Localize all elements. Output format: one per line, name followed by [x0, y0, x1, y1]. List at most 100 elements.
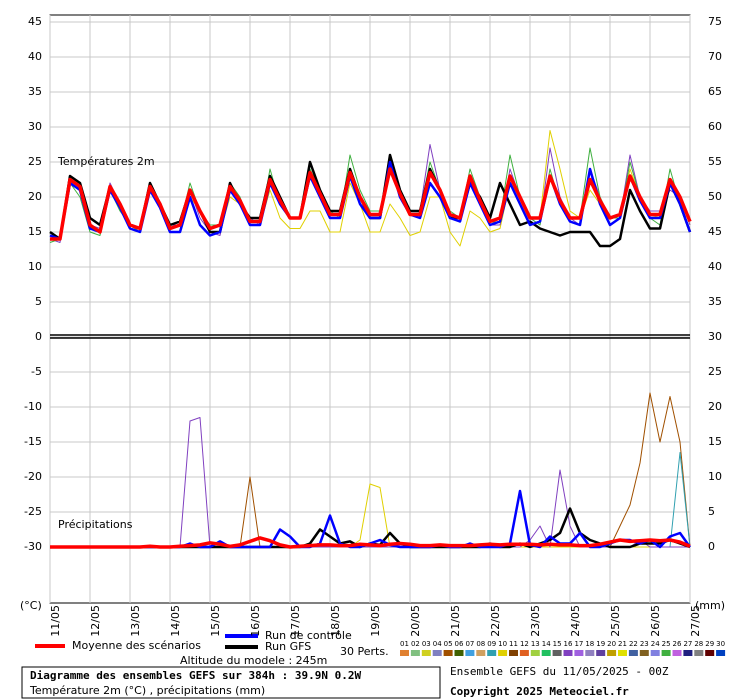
y2-tick-label: 30 — [708, 330, 722, 343]
x-tick-label: 21/05 — [449, 605, 462, 637]
chart-title: Diagramme des ensembles GEFS sur 384h : … — [30, 669, 362, 682]
perturbation-label: 30 Perts. — [340, 645, 389, 658]
y2-tick-label: 20 — [708, 400, 722, 413]
y2-tick-label: 35 — [708, 295, 722, 308]
perturbation-swatch — [639, 650, 649, 656]
perturbation-swatch — [607, 650, 617, 656]
perturbation-swatch — [432, 650, 442, 656]
perturbation-swatch — [563, 650, 573, 656]
perturbation-number: 18 — [585, 640, 594, 648]
y-tick-label: -30 — [24, 540, 42, 553]
y-tick-label: 30 — [28, 120, 42, 133]
y-tick-label: 10 — [28, 260, 42, 273]
chart-subtitle: Température 2m (°C) , précipitations (mm… — [29, 684, 265, 697]
copyright: Copyright 2025 Meteociel.fr — [450, 685, 629, 698]
perturbation-number: 03 — [422, 640, 431, 648]
y-tick-label: -25 — [24, 505, 42, 518]
perturbation-swatch — [585, 650, 595, 656]
perturbation-swatch — [628, 650, 638, 656]
x-tick-label: 14/05 — [169, 605, 182, 637]
y2-tick-label: 60 — [708, 120, 722, 133]
y-tick-label: -15 — [24, 435, 42, 448]
perturbation-number: 10 — [498, 640, 507, 648]
perturbation-swatch — [705, 650, 715, 656]
perturbation-number: 23 — [640, 640, 649, 648]
annotation: Températures 2m — [57, 155, 155, 168]
x-tick-label: 13/05 — [129, 605, 142, 637]
perturbation-number: 06 — [455, 640, 464, 648]
altitude: Altitude du modele : 245m — [180, 654, 327, 667]
perturbation-swatch — [596, 650, 606, 656]
perturbation-swatch — [650, 650, 660, 656]
perturbation-number: 25 — [662, 640, 671, 648]
y-tick-label: 5 — [35, 295, 42, 308]
run-info: Ensemble GEFS du 11/05/2025 - 00Z — [450, 665, 669, 678]
temperature-line — [50, 167, 692, 241]
perturbation-swatch — [400, 650, 409, 656]
perturbation-number: 11 — [509, 640, 518, 648]
x-tick-label: 20/05 — [409, 605, 422, 637]
perturbation-number: 20 — [607, 640, 616, 648]
y-tick-label: -10 — [24, 400, 42, 413]
x-tick-label: 26/05 — [649, 605, 662, 637]
perturbation-swatch — [672, 650, 682, 656]
perturbation-swatch — [661, 650, 671, 656]
perturbation-swatch — [530, 650, 540, 656]
annotation: Précipitations — [58, 518, 133, 531]
perturbation-number: 09 — [487, 640, 496, 648]
perturbation-number: 14 — [542, 640, 551, 648]
x-tick-label: 12/05 — [89, 605, 102, 637]
y2-tick-label: 40 — [708, 260, 722, 273]
perturbation-number: 01 — [400, 640, 409, 648]
marks — [49, 130, 692, 549]
perturbation-swatch — [465, 650, 475, 656]
perturbation-swatch — [509, 650, 518, 656]
y-tick-label: 20 — [28, 190, 42, 203]
legend-label: Run de contrôle — [265, 629, 352, 642]
perturbation-number: 02 — [411, 640, 420, 648]
x-tick-label: 22/05 — [489, 605, 502, 637]
x-tick-label: 23/05 — [529, 605, 542, 637]
y2-tick-label: 55 — [708, 155, 722, 168]
y2-tick-label: 75 — [708, 15, 722, 28]
perturbation-number: 12 — [520, 640, 529, 648]
x-tick-label: 15/05 — [209, 605, 222, 637]
y2-tick-label: 5 — [708, 505, 715, 518]
y-tick-label: 45 — [28, 15, 42, 28]
x-tick-label: 18/05 — [329, 605, 342, 637]
perturbation-number: 08 — [476, 640, 485, 648]
precip-line — [50, 536, 691, 549]
y-tick-label: 40 — [28, 50, 42, 63]
y2-tick-label: 65 — [708, 85, 722, 98]
y2-tick-label: 25 — [708, 365, 722, 378]
y-tick-label: -5 — [31, 365, 42, 378]
y-tick-label: -20 — [24, 470, 42, 483]
perturbation-number: 04 — [433, 640, 442, 648]
title-box — [21, 666, 441, 699]
x-tick-label: 17/05 — [289, 605, 302, 637]
perturbation-number: 19 — [596, 640, 605, 648]
y2-tick-label: 45 — [708, 225, 722, 238]
perturbation-number: 13 — [531, 640, 540, 648]
perturbation-swatch — [498, 650, 508, 656]
legend-label: Moyenne des scénarios — [72, 639, 201, 652]
perturbation-swatch — [454, 650, 464, 656]
perturbation-number: 28 — [694, 640, 703, 648]
perturbation-number: 21 — [618, 640, 627, 648]
perturbation-number: 17 — [574, 640, 583, 648]
perturbation-swatch — [541, 650, 551, 656]
perturbation-swatch — [694, 650, 704, 656]
y2-tick-label: 10 — [708, 470, 722, 483]
perturbation-number: 16 — [564, 640, 573, 648]
perturbation-number: 22 — [629, 640, 638, 648]
perturbation-swatch — [683, 650, 693, 656]
legend-label: Run GFS — [265, 640, 311, 653]
perturbation-swatch — [519, 650, 529, 656]
perturbation-number: 27 — [683, 640, 692, 648]
perturbation-number: 30 — [716, 640, 725, 648]
x-tick-label: 27/05 — [689, 605, 702, 637]
perturbation-swatch — [421, 650, 431, 656]
x-tick-label: 25/05 — [609, 605, 622, 637]
perturbation-number: 05 — [444, 640, 453, 648]
